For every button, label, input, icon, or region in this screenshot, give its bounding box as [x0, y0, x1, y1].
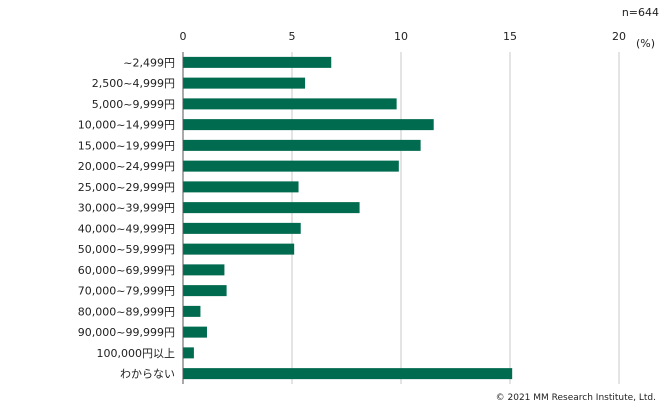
category-label: 40,000~49,999円 [78, 222, 175, 235]
bar [183, 243, 295, 255]
bar [183, 139, 421, 151]
category-label: 25,000~29,999円 [78, 181, 175, 194]
category-label: 90,000~99,999円 [78, 326, 175, 339]
category-label: 5,000~9,999円 [92, 98, 175, 111]
bar [183, 77, 306, 89]
category-labels: ~2,499円 2,500~4,999円 5,000~9,999円 10,000~14… [78, 56, 175, 380]
bars [183, 56, 513, 380]
x-tick-label: 0 [180, 30, 187, 43]
bar [183, 56, 332, 68]
category-label: 100,000円以上 [97, 347, 176, 360]
x-tick-label: 10 [394, 30, 408, 43]
bar [183, 368, 513, 380]
category-label: 60,000~69,999円 [78, 264, 175, 277]
category-label: 50,000~59,999円 [78, 243, 175, 256]
category-label: 20,000~24,999円 [78, 160, 175, 173]
category-label: 15,000~19,999円 [78, 139, 175, 152]
gridlines [291, 52, 620, 384]
category-label: ~2,499円 [123, 56, 175, 69]
copyright-text: © 2021 MM Research Institute, Ltd. [496, 393, 656, 403]
sample-size-label: n=644 [622, 6, 659, 19]
x-axis-tick-labels: 0 5 10 15 20 [180, 30, 627, 43]
bar [183, 160, 399, 172]
bar [183, 202, 360, 214]
bar [183, 285, 227, 297]
category-label: 2,500~4,999円 [92, 77, 175, 90]
category-label: 70,000~79,999円 [78, 285, 175, 298]
bar [183, 326, 207, 338]
category-label: わからない [120, 368, 175, 381]
unit-label: (%) [636, 37, 655, 50]
category-label: 10,000~14,999円 [78, 119, 175, 132]
x-tick-label: 5 [289, 30, 296, 43]
category-label: 30,000~39,999円 [78, 202, 175, 215]
bar [183, 119, 434, 131]
bar [183, 264, 225, 276]
bar [183, 181, 299, 193]
category-label: 80,000~89,999円 [78, 305, 175, 318]
bar [183, 347, 194, 359]
bar [183, 222, 301, 234]
bar [183, 98, 397, 110]
x-tick-label: 20 [612, 30, 626, 43]
bar [183, 305, 201, 317]
x-tick-label: 15 [503, 30, 517, 43]
